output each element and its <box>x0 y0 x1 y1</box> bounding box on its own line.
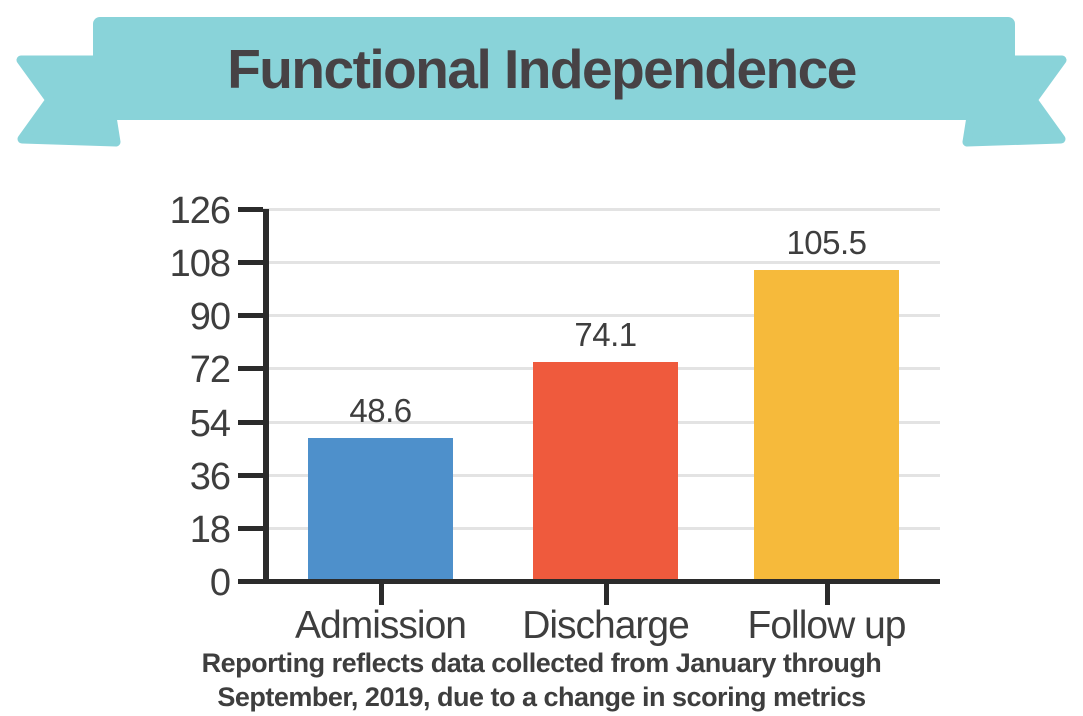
y-axis-tick-108 <box>238 260 263 266</box>
y-axis-tick-label-108: 108 <box>169 243 231 286</box>
ribbon-tail-left-stroke <box>16 55 121 147</box>
y-axis-tick-label-36: 36 <box>189 455 231 498</box>
ribbon-body <box>93 17 1015 120</box>
bar-value-label-admission: 48.6 <box>349 392 412 429</box>
x-axis-tick-discharge <box>603 584 609 605</box>
bar-value-label-discharge: 74.1 <box>574 316 637 353</box>
y-axis-tick-36 <box>238 472 263 478</box>
y-axis-tick-126 <box>238 207 263 212</box>
bar-admission <box>308 438 453 581</box>
y-axis-tick-label-90: 90 <box>189 296 231 339</box>
y-axis-tick-18 <box>238 525 263 531</box>
caption-line-2: September, 2019, due to a change in scor… <box>217 682 866 712</box>
x-axis-label-discharge: Discharge <box>522 604 690 647</box>
y-axis-tick-label-0: 0 <box>209 562 231 604</box>
bar-discharge <box>533 362 678 581</box>
ribbon-tail-left <box>21 60 116 142</box>
y-axis-tick-label-54: 54 <box>189 402 231 445</box>
y-axis-tick-label-72: 72 <box>189 349 231 392</box>
bar-value-label-follow-up: 105.5 <box>786 224 867 261</box>
y-axis-tick-label-126: 126 <box>169 190 231 232</box>
y-axis-line <box>263 209 269 584</box>
x-axis-label-admission: Admission <box>295 604 467 647</box>
y-axis-tick-72 <box>238 366 263 372</box>
chart-caption: Reporting reflects data collected from J… <box>0 646 1083 714</box>
bar-follow-up <box>754 270 899 581</box>
x-axis-line <box>238 579 940 584</box>
page-title: Functional Independence <box>227 37 857 100</box>
caption-line-1: Reporting reflects data collected from J… <box>201 648 882 678</box>
gridline-90 <box>263 314 940 318</box>
y-axis-tick-54 <box>238 419 263 425</box>
x-axis-label-follow-up: Follow up <box>747 604 907 647</box>
x-axis-tick-follow-up <box>824 584 830 605</box>
y-axis-tick-label-18: 18 <box>189 508 231 551</box>
gridline-126 <box>263 208 940 211</box>
ribbon-banner-graphic <box>16 17 1067 147</box>
y-axis-tick-90 <box>238 313 263 319</box>
gridline-108 <box>263 261 940 265</box>
x-axis-tick-admission <box>378 584 384 605</box>
